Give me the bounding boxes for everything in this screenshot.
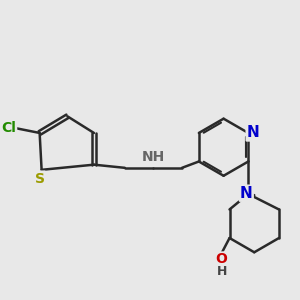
Text: Cl: Cl — [1, 121, 16, 135]
Text: NH: NH — [142, 150, 165, 164]
Text: S: S — [34, 172, 45, 185]
Text: N: N — [240, 186, 253, 201]
Text: H: H — [216, 265, 227, 278]
Text: O: O — [216, 252, 227, 266]
Text: N: N — [247, 125, 260, 140]
